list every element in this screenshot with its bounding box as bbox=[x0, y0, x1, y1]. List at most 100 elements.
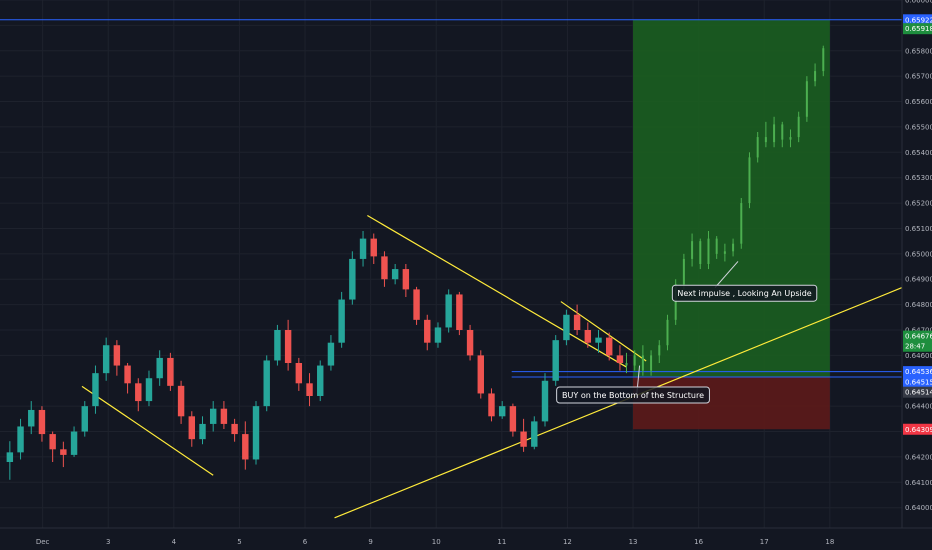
price-tick-label: 0.65600 bbox=[905, 98, 932, 106]
projection-body bbox=[773, 124, 776, 143]
price-tag-label: 0.64676 bbox=[905, 333, 932, 341]
time-tick-label: 16 bbox=[694, 538, 703, 546]
candle-body bbox=[199, 423, 206, 440]
candle bbox=[477, 350, 484, 399]
candle-body bbox=[135, 383, 142, 402]
candle bbox=[381, 251, 388, 287]
projection-candle bbox=[641, 345, 644, 376]
candle-body bbox=[6, 452, 14, 462]
time-tick-label: Dec bbox=[36, 538, 50, 546]
price-tick-label: 0.66000 bbox=[905, 0, 932, 5]
projection-candle bbox=[650, 350, 653, 376]
annotation-box bbox=[671, 284, 818, 302]
time-axis-panel[interactable] bbox=[0, 528, 932, 550]
candle bbox=[520, 418, 527, 452]
trendline[interactable] bbox=[560, 301, 647, 362]
candle bbox=[167, 352, 174, 391]
candle bbox=[188, 411, 196, 447]
projection-body bbox=[682, 258, 685, 285]
candle bbox=[17, 418, 24, 460]
price-tick-label: 0.64700 bbox=[905, 327, 932, 335]
annotation-callout[interactable]: Next impulse , Looking An Upside bbox=[671, 284, 818, 302]
candle-body bbox=[595, 337, 602, 343]
candle bbox=[252, 401, 260, 465]
price-tag: 28:47 bbox=[903, 340, 932, 352]
candle bbox=[70, 426, 78, 457]
price-tag-label: 0.64515 bbox=[905, 379, 932, 387]
candle-body bbox=[552, 340, 559, 381]
price-tick-label: 0.64800 bbox=[905, 301, 932, 309]
trendline[interactable] bbox=[367, 214, 627, 368]
price-tag: 0.64515 bbox=[903, 376, 932, 388]
candle-body bbox=[242, 434, 249, 460]
time-tick-label: 18 bbox=[825, 538, 834, 546]
candle bbox=[573, 304, 581, 336]
candle-body bbox=[466, 330, 474, 356]
candle bbox=[413, 286, 420, 325]
horizontal-levels[interactable] bbox=[0, 19, 902, 378]
candle bbox=[274, 324, 281, 366]
candle bbox=[263, 355, 270, 412]
candle-body bbox=[49, 434, 56, 450]
projection-candle bbox=[789, 129, 792, 148]
price-tag-bg bbox=[903, 330, 932, 342]
candle bbox=[102, 337, 110, 381]
time-tick-label: 6 bbox=[303, 538, 308, 546]
trendline[interactable] bbox=[81, 385, 214, 476]
projection-candle bbox=[715, 236, 718, 259]
candle-body bbox=[17, 426, 24, 453]
candle bbox=[509, 403, 517, 437]
candle bbox=[81, 401, 88, 437]
candle bbox=[156, 350, 163, 386]
candle-body bbox=[92, 373, 99, 407]
annotations[interactable]: BUY on the Bottom of the Structure Next i… bbox=[556, 261, 818, 404]
candle-body bbox=[477, 355, 484, 394]
target-zone[interactable] bbox=[633, 19, 830, 378]
price-tick-label: 0.65500 bbox=[905, 123, 932, 131]
candle-body bbox=[156, 357, 163, 379]
candle-body bbox=[434, 327, 442, 343]
candle-body bbox=[81, 406, 88, 432]
projection-body bbox=[822, 48, 825, 72]
price-tag-label: 0.64536 bbox=[905, 368, 932, 376]
price-tag-label: 0.65922 bbox=[905, 16, 932, 24]
projection-body bbox=[732, 243, 735, 252]
projection-candle bbox=[822, 45, 825, 77]
price-tick-label: 0.64100 bbox=[905, 479, 932, 487]
price-tick-label: 0.65100 bbox=[905, 225, 932, 233]
time-tick-label: 4 bbox=[172, 538, 177, 546]
candle bbox=[370, 233, 377, 264]
projection-candle bbox=[781, 121, 784, 148]
candle-body bbox=[188, 416, 196, 440]
candle-body bbox=[541, 380, 549, 422]
price-tick-label: 0.64600 bbox=[905, 352, 932, 360]
candle bbox=[531, 416, 538, 450]
candle-body bbox=[28, 409, 35, 427]
candle-body bbox=[584, 330, 592, 343]
projection-body bbox=[666, 319, 669, 346]
candle bbox=[541, 373, 549, 427]
candle-body bbox=[177, 385, 185, 417]
annotation-box bbox=[556, 386, 710, 404]
candle-body bbox=[102, 345, 110, 374]
annotation-text: Next impulse , Looking An Upside bbox=[677, 289, 811, 298]
candle bbox=[209, 401, 217, 432]
candle bbox=[488, 388, 495, 422]
projection-body bbox=[633, 355, 636, 366]
candle bbox=[563, 309, 570, 346]
candle bbox=[295, 357, 303, 391]
annotation-callout[interactable]: BUY on the Bottom of the Structure bbox=[556, 386, 710, 404]
price-axis-panel[interactable] bbox=[902, 0, 932, 528]
price-tag-label: 0.64309 bbox=[905, 426, 932, 434]
candle-body bbox=[509, 406, 517, 432]
candle-body bbox=[284, 330, 292, 363]
candle-body bbox=[327, 342, 335, 366]
price-tick-label: 0.64000 bbox=[905, 504, 932, 512]
price-tick-label: 0.64200 bbox=[905, 453, 932, 461]
projection-body bbox=[781, 124, 784, 140]
projection-candle bbox=[699, 238, 702, 270]
candle bbox=[124, 363, 131, 394]
candle-body bbox=[338, 299, 345, 343]
